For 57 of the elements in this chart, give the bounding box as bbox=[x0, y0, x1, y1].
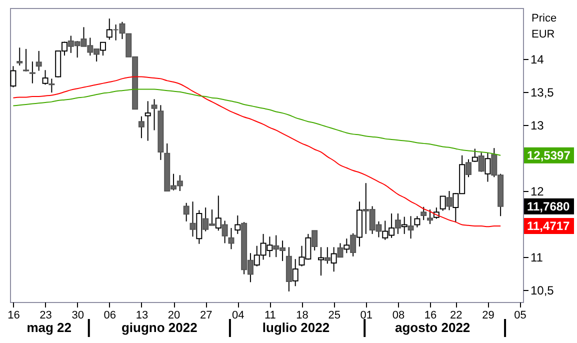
candlestick bbox=[228, 228, 234, 250]
x-tick-label: 27 bbox=[200, 310, 212, 322]
x-tick-label: 25 bbox=[328, 310, 340, 322]
candlestick bbox=[10, 66, 16, 88]
y-tick-label: 10,5 bbox=[530, 284, 554, 298]
y-tick-label: 14 bbox=[530, 52, 544, 66]
candlestick bbox=[16, 47, 23, 66]
x-tick-label: 11 bbox=[264, 310, 276, 322]
y-tick-label: 11 bbox=[530, 250, 544, 265]
candlestick bbox=[183, 202, 190, 222]
x-tick-label: 04 bbox=[232, 310, 244, 322]
y-axis-title: Price EUR bbox=[532, 12, 557, 40]
candlestick bbox=[23, 48, 30, 72]
text: mag 22 bbox=[26, 320, 72, 335]
candlestick bbox=[292, 258, 298, 287]
x-tick-label: 05 bbox=[514, 310, 526, 322]
x-tick-label: 23 bbox=[40, 310, 52, 322]
text: agosto 2022 bbox=[395, 320, 470, 335]
candlestick bbox=[344, 238, 350, 254]
candlestick bbox=[318, 246, 324, 276]
text: luglio 2022 bbox=[262, 320, 330, 335]
x-tick-label: 22 bbox=[450, 310, 462, 322]
candlestick bbox=[330, 246, 337, 272]
candlestick bbox=[414, 216, 420, 228]
candlestick bbox=[420, 206, 427, 221]
x-tick-label: 08 bbox=[392, 310, 405, 322]
candlestick bbox=[472, 148, 478, 162]
candlestick bbox=[484, 152, 491, 182]
candlestick bbox=[138, 116, 144, 139]
candlestick bbox=[144, 100, 151, 142]
candlestick bbox=[401, 216, 408, 234]
x-tick-label: 16 bbox=[8, 310, 20, 322]
candlestick bbox=[36, 50, 42, 72]
candlestick bbox=[215, 195, 222, 232]
candlestick bbox=[29, 61, 36, 84]
candlestick bbox=[234, 214, 241, 234]
x-tick-label: 16 bbox=[424, 310, 437, 322]
text: 11,7680 bbox=[527, 199, 570, 214]
candlestick bbox=[42, 70, 48, 86]
y-tick-label: 12 bbox=[530, 184, 544, 199]
y-tick-label: 13 bbox=[530, 118, 544, 132]
text: 11,4717 bbox=[527, 219, 570, 234]
x-tick-label: 06 bbox=[104, 310, 116, 322]
x-tick-label: 01 bbox=[360, 310, 373, 322]
x-tick-label: 20 bbox=[168, 310, 180, 322]
candlestick bbox=[440, 196, 446, 212]
y-tick-label: 13,5 bbox=[530, 85, 554, 100]
x-tick-label: 30 bbox=[72, 310, 84, 322]
text: giugno 2022 bbox=[121, 320, 198, 335]
x-tick-label: 18 bbox=[296, 310, 308, 322]
candlestick bbox=[100, 42, 106, 56]
text: 12,5397 bbox=[527, 148, 571, 162]
line-series bbox=[12, 76, 502, 228]
x-tick-label: 29 bbox=[482, 310, 494, 322]
candlestick bbox=[151, 98, 158, 131]
candlestick bbox=[106, 18, 112, 40]
x-tick-label: 13 bbox=[136, 310, 148, 322]
